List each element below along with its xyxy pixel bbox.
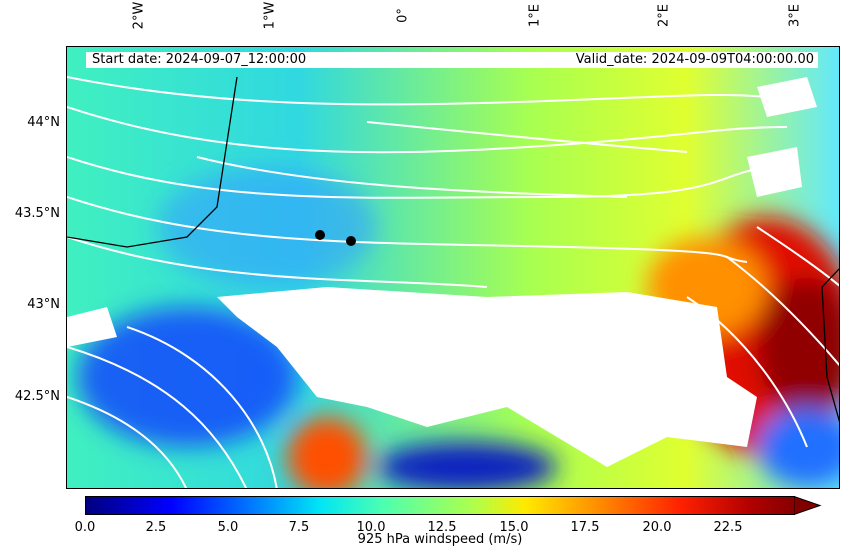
colorbar-tick: 7.5 <box>288 520 310 535</box>
coastline <box>67 76 238 248</box>
colorbar <box>85 496 795 515</box>
lat-label: 43.5°N <box>14 206 60 221</box>
streamlines <box>67 76 839 488</box>
colorbar-tick: 17.5 <box>570 520 600 535</box>
colorbar-label: 925 hPa windspeed (m/s) <box>357 532 523 547</box>
windspeed-field <box>67 47 839 488</box>
lat-label: 43°N <box>27 297 60 312</box>
coastline <box>821 268 839 423</box>
colorbar-tick: 0.0 <box>74 520 96 535</box>
colorbar-tick: 15.0 <box>499 520 529 535</box>
lon-label: 1°W <box>262 1 278 30</box>
windspeed-map[interactable] <box>66 46 840 489</box>
colorbar-tick: 5.0 <box>217 520 239 535</box>
marker-point-1 <box>315 230 325 240</box>
colorbar-tick: 12.5 <box>427 520 457 535</box>
lon-label: 3°E <box>787 4 803 27</box>
lat-label: 44°N <box>27 115 60 130</box>
colorbar-tick: 10.0 <box>356 520 386 535</box>
date-banner: Start date: 2024-09-07_12:00:00 Valid_da… <box>86 52 818 68</box>
lon-label: 1°E <box>527 4 543 27</box>
missing-data-region <box>217 287 757 467</box>
lon-label: 2°E <box>656 4 672 27</box>
colorbar-tick: 2.5 <box>145 520 167 535</box>
marker-point-2 <box>346 236 356 246</box>
lon-label: 2°W <box>131 1 147 30</box>
colorbar-extend-arrow <box>794 496 822 515</box>
start-date: Start date: 2024-09-07_12:00:00 <box>92 52 307 67</box>
valid-date: Valid_date: 2024-09-09T04:00:00.00 <box>575 52 814 67</box>
colorbar-tick: 22.5 <box>713 520 743 535</box>
colorbar-tick: 20.0 <box>642 520 672 535</box>
lon-label: 0° <box>395 8 411 23</box>
lat-label: 42.5°N <box>14 389 60 404</box>
